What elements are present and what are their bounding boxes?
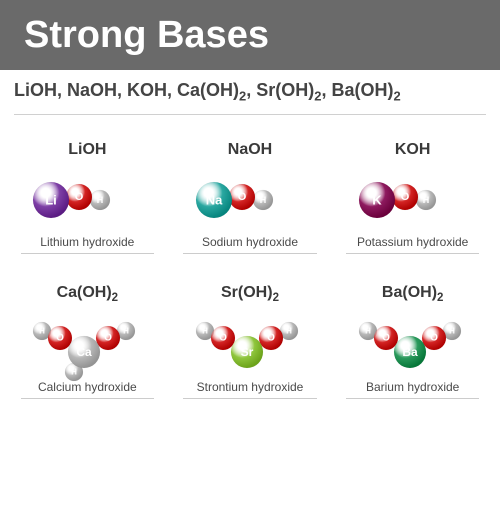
cell-divider [21,253,154,254]
molecule-diagram: H O Na [173,165,328,227]
molecule-card: Sr(OH)2 H H O O Sr Strontium hydroxide [173,284,328,399]
svg-text:H: H [123,326,129,335]
molecule-diagram: H O K [335,165,490,227]
svg-text:Ba: Ba [402,345,418,359]
molecule-formula: Sr(OH)2 [221,284,279,310]
molecule-name: Barium hydroxide [366,372,459,398]
svg-text:H: H [422,195,429,205]
title-banner: Strong Bases [0,0,500,70]
molecule-name: Calcium hydroxide [38,372,137,398]
svg-text:H: H [260,195,267,205]
svg-text:K: K [372,192,382,207]
molecule-card: NaOH H O Na Sodium hydroxide [173,141,328,284]
molecule-card: Ca(OH)2 H H O O H Ca Calcium hydroxide [10,284,165,399]
molecule-formula: Ca(OH)2 [57,284,119,310]
svg-text:H: H [365,326,371,335]
svg-text:Li: Li [46,192,58,207]
svg-text:O: O [382,332,390,343]
molecule-formula: KOH [395,141,431,165]
svg-text:Ca: Ca [77,345,93,359]
molecule-formula: NaOH [228,141,272,165]
svg-text:O: O [238,191,247,203]
svg-text:Na: Na [206,192,223,207]
svg-text:H: H [202,326,208,335]
svg-text:O: O [75,191,84,203]
cell-divider [21,398,154,399]
molecule-card: LiOH H O Li Lithium hydroxide [10,141,165,284]
cell-divider [346,398,479,399]
cell-divider [183,253,316,254]
formula-summary: LiOH, NaOH, KOH, Ca(OH)2, Sr(OH)2, Ba(OH… [0,70,500,110]
svg-text:O: O [219,332,227,343]
svg-text:Sr: Sr [241,345,254,359]
molecule-name: Sodium hydroxide [202,227,298,253]
cell-divider [346,253,479,254]
molecule-diagram: H H O O H Ca [10,310,165,372]
page-title: Strong Bases [24,14,269,57]
molecule-formula: Ba(OH)2 [382,284,444,310]
molecule-diagram: H H O O Sr [173,310,328,372]
svg-text:H: H [39,326,45,335]
molecule-formula: LiOH [68,141,106,165]
svg-text:H: H [286,326,292,335]
cell-divider [183,398,316,399]
molecule-name: Potassium hydroxide [357,227,468,253]
molecule-card: Ba(OH)2 H H O O Ba Barium hydroxide [335,284,490,399]
svg-text:O: O [104,332,112,343]
svg-text:O: O [56,332,64,343]
svg-text:O: O [430,332,438,343]
svg-text:O: O [267,332,275,343]
molecule-name: Strontium hydroxide [197,372,304,398]
molecule-diagram: H O Li [10,165,165,227]
svg-text:H: H [449,326,455,335]
svg-text:H: H [97,195,104,205]
molecule-card: KOH H O K Potassium hydroxide [335,141,490,284]
molecule-grid: LiOH H O Li Lithium hydroxideNaOH H O [0,115,500,399]
svg-text:O: O [400,191,409,203]
molecule-name: Lithium hydroxide [40,227,134,253]
molecule-diagram: H H O O Ba [335,310,490,372]
